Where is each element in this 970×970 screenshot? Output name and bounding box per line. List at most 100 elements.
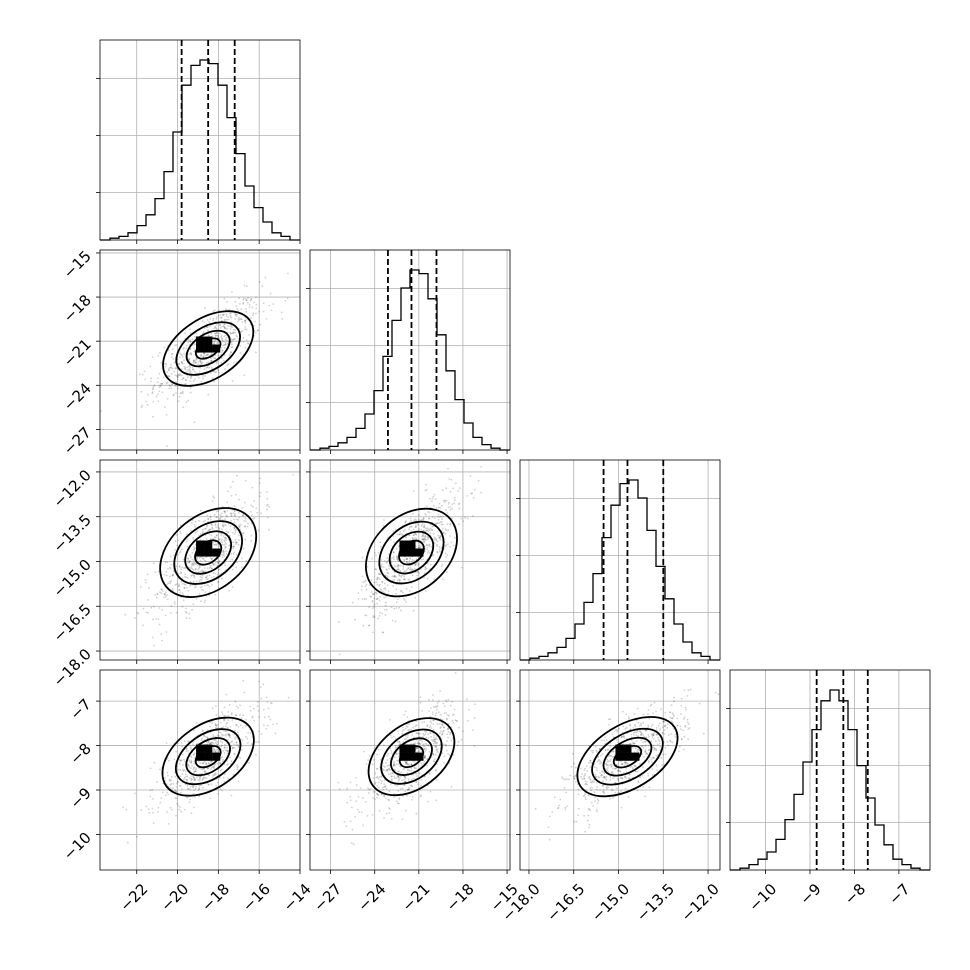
scatter-point [436, 522, 439, 524]
scatter-point [230, 325, 233, 327]
scatter-point [387, 773, 390, 776]
scatter-point [462, 730, 464, 733]
scatter-point [222, 726, 225, 728]
scatter-point [398, 797, 401, 800]
scatter-point [189, 529, 192, 532]
scatter-point [603, 776, 606, 778]
scatter-point [588, 776, 591, 778]
scatter-point [433, 538, 435, 541]
scatter-point [385, 769, 387, 772]
scatter-point [349, 795, 352, 798]
scatter-point [434, 705, 437, 708]
scatter-point [183, 583, 186, 586]
scatter-point [193, 524, 196, 526]
scatter-point [350, 806, 353, 809]
scatter-point [217, 335, 220, 338]
scatter-point [597, 756, 600, 759]
scatter-point [225, 722, 228, 725]
scatter-point [394, 737, 397, 740]
scatter-point [434, 753, 437, 756]
scatter-point [374, 791, 376, 793]
scatter-point [383, 795, 386, 798]
scatter-point [474, 488, 476, 491]
scatter-point [262, 310, 265, 313]
scatter-point [640, 724, 643, 727]
scatter-point [655, 727, 658, 729]
scatter-point [548, 838, 551, 841]
scatter-point [415, 537, 418, 540]
scatter-point [162, 376, 165, 379]
scatter-point [429, 724, 432, 727]
scatter-point [265, 727, 268, 730]
scatter-point [422, 733, 425, 735]
scatter-point [187, 561, 189, 564]
scatter-point [204, 770, 206, 773]
scatter-point [610, 755, 613, 757]
scatter-point [236, 474, 238, 477]
scatter-point [215, 714, 218, 716]
scatter-point [644, 740, 647, 743]
scatter-point [258, 281, 261, 283]
scatter-point [661, 731, 664, 734]
scatter-point [423, 754, 426, 757]
scatter-point [423, 541, 426, 544]
scatter-point [185, 796, 188, 798]
scatter-point [577, 788, 580, 791]
scatter-point [547, 826, 550, 829]
scatter-point [380, 589, 383, 591]
scatter-point [124, 613, 127, 616]
scatter-point [376, 784, 379, 787]
scatter-point [582, 795, 585, 797]
scatter-point [662, 720, 665, 723]
scatter-point [189, 366, 192, 369]
scatter-point [644, 729, 647, 732]
scatter-point [431, 529, 434, 531]
scatter-point [177, 374, 179, 377]
scatter-point [404, 521, 407, 524]
scatter-point [207, 393, 210, 396]
scatter-point [222, 535, 225, 537]
scatter-point [431, 497, 434, 500]
scatter-point [164, 365, 167, 368]
scatter-point [403, 784, 406, 787]
scatter-point [599, 789, 602, 791]
scatter-point [234, 329, 237, 331]
scatter-point [617, 791, 620, 794]
scatter-point [238, 327, 241, 330]
scatter-point [446, 740, 448, 742]
scatter-point [424, 566, 427, 568]
scatter-point [598, 748, 601, 750]
scatter-point [155, 618, 158, 620]
scatter-point [397, 776, 399, 778]
scatter-point [206, 729, 209, 731]
scatter-point [180, 742, 183, 744]
scatter-point [397, 776, 400, 779]
scatter-point [203, 327, 206, 330]
scatter-point [405, 557, 408, 560]
scatter-point [225, 336, 228, 339]
scatter-point [393, 571, 396, 574]
scatter-point [367, 759, 369, 762]
scatter-point [381, 581, 383, 583]
scatter-point [233, 510, 236, 513]
scatter-point [446, 749, 448, 752]
scatter-point [245, 310, 248, 313]
scatter-point [190, 377, 192, 380]
scatter-point [643, 755, 645, 758]
scatter-point [199, 366, 202, 369]
scatter-point [219, 324, 221, 327]
scatter-point [239, 756, 242, 759]
scatter-point [241, 557, 243, 560]
scatter-point [219, 518, 221, 521]
scatter-point [194, 752, 196, 755]
scatter-point [179, 373, 182, 375]
scatter-point [199, 559, 202, 562]
scatter-point [193, 564, 195, 566]
contour-level-2 [185, 737, 231, 777]
scatter-point [447, 467, 449, 470]
scatter-point [180, 581, 183, 583]
scatter-point [222, 525, 225, 528]
scatter-point [607, 786, 609, 789]
scatter-point [232, 746, 235, 749]
scatter-point [246, 285, 248, 288]
